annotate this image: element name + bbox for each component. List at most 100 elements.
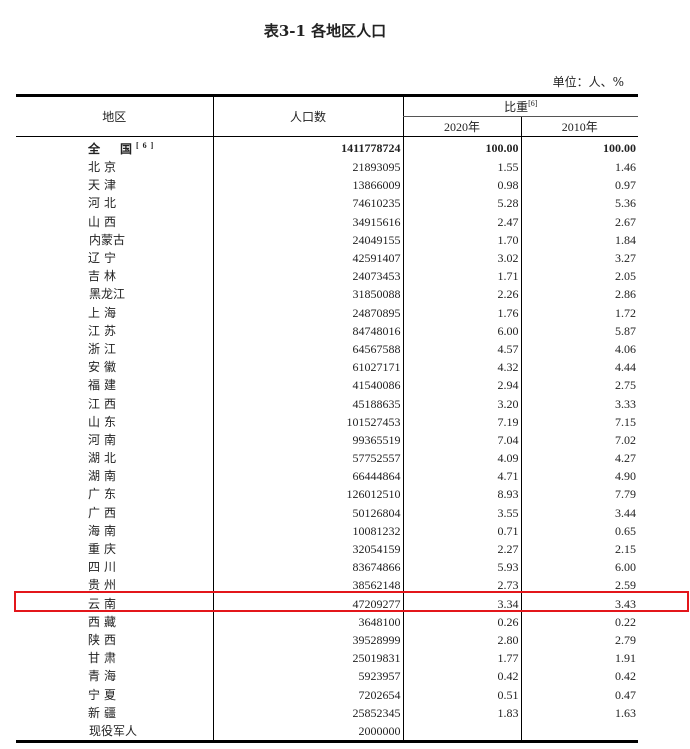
table-row: 陕西 39528999 2.80 2.79 — [16, 630, 638, 650]
header-share-label: 比重 — [504, 100, 529, 114]
header-2020: 2020年 — [402, 116, 521, 137]
share-2020-value — [402, 721, 521, 743]
population-value: 25852345 — [212, 703, 403, 722]
share-2020-value: 5.93 — [402, 558, 521, 577]
share-2020-value: 2.80 — [402, 630, 521, 650]
region-name: 山西 — [88, 214, 121, 229]
table-row-highlighted: 云南 47209277 3.34 3.43 — [16, 594, 638, 613]
table-row: 广东 126012510 8.93 7.79 — [16, 485, 638, 504]
table-row: 贵州 38562148 2.73 2.59 — [16, 576, 638, 595]
share-2010-value: 0.65 — [520, 521, 638, 540]
region-name: 上海 — [88, 305, 121, 320]
population-value: 13866009 — [212, 176, 403, 195]
share-2010-value: 0.47 — [520, 685, 638, 704]
table-row: 四川 83674866 5.93 6.00 — [16, 558, 638, 577]
share-2020-value: 4.57 — [402, 339, 521, 359]
population-value: 61027171 — [212, 358, 403, 377]
population-value: 83674866 — [212, 558, 403, 577]
table-row-total: 全 国[6] 1411778724 100.00 100.00 — [16, 136, 638, 159]
share-2020-value: 1.70 — [402, 230, 521, 249]
population-value: 24073453 — [212, 267, 403, 286]
population-value: 99365519 — [212, 430, 403, 449]
table-row: 安徽 61027171 4.32 4.44 — [16, 358, 638, 377]
share-2020-value: 1.83 — [402, 703, 521, 722]
region-name: 河南 — [88, 432, 121, 447]
share-2020-value: 7.19 — [402, 412, 521, 431]
region-name: 四川 — [88, 560, 121, 575]
share-2020-value: 1.55 — [402, 158, 521, 177]
share-2010-value: 3.44 — [520, 503, 638, 522]
share-2020-value: 3.34 — [402, 594, 521, 613]
share-2020-value: 4.32 — [402, 358, 521, 377]
share-2010-value: 2.86 — [520, 285, 638, 304]
table-title: 表3-1 各地区人口 — [263, 22, 387, 40]
share-2010-value: 3.33 — [520, 394, 638, 413]
share-2020-value: 2.26 — [402, 285, 521, 304]
share-2010-value: 7.02 — [520, 430, 638, 449]
region-name: 甘肃 — [88, 651, 121, 666]
share-2020-value: 2.47 — [402, 212, 521, 231]
table-row: 西藏 3648100 0.26 0.22 — [16, 612, 638, 631]
population-value: 34915616 — [212, 212, 403, 231]
table-row: 山西 34915616 2.47 2.67 — [16, 212, 638, 231]
region-name: 重庆 — [88, 542, 121, 557]
share-2010-value: 5.87 — [520, 321, 638, 340]
population-value: 5923957 — [212, 667, 403, 686]
table-row: 甘肃 25019831 1.77 1.91 — [16, 649, 638, 668]
table-row: 辽宁 42591407 3.02 3.27 — [16, 248, 638, 268]
table-row: 湖北 57752557 4.09 4.27 — [16, 449, 638, 468]
region-name: 新疆 — [88, 705, 121, 720]
share-2020-value: 5.28 — [402, 194, 521, 213]
region-name-text: 全 国 — [88, 142, 137, 156]
region-name: 江苏 — [88, 323, 121, 338]
table-row: 内蒙古 24049155 1.70 1.84 — [16, 230, 638, 249]
population-value: 24870895 — [212, 303, 403, 322]
share-2010-value: 2.79 — [520, 630, 638, 650]
table-row: 广西 50126804 3.55 3.44 — [16, 503, 638, 522]
region-name: 湖南 — [88, 469, 121, 484]
population-value: 101527453 — [212, 412, 403, 431]
population-value: 25019831 — [212, 649, 403, 668]
share-2010-value: 3.43 — [520, 594, 638, 613]
share-2010-value: 0.97 — [520, 176, 638, 195]
share-2020-value: 0.98 — [402, 176, 521, 195]
table-row: 湖南 66444864 4.71 4.90 — [16, 467, 638, 486]
region-name: 湖北 — [88, 451, 121, 466]
share-2020-value: 3.02 — [402, 248, 521, 268]
header-share: 比重[6] — [402, 94, 638, 117]
table-row: 现役军人 2000000 — [16, 721, 638, 743]
population-value: 1411778724 — [212, 136, 403, 158]
share-2020-value: 0.26 — [402, 612, 521, 631]
table-row: 宁夏 7202654 0.51 0.47 — [16, 685, 638, 704]
table-row: 青海 5923957 0.42 0.42 — [16, 667, 638, 686]
region-name: 全 国[6] — [16, 137, 213, 159]
region-name: 贵州 — [88, 578, 121, 593]
region-name: 陕西 — [88, 632, 121, 647]
table-row: 北京 21893095 1.55 1.46 — [16, 158, 638, 177]
population-value: 31850088 — [212, 285, 403, 304]
population-table: 地区 人口数 比重[6] 2020年 2010年 全 国[6] 14117787… — [16, 94, 638, 743]
share-2010-value: 7.15 — [520, 412, 638, 431]
region-name: 天津 — [88, 178, 121, 193]
share-2010-value: 2.67 — [520, 212, 638, 231]
share-2020-value: 1.76 — [402, 303, 521, 322]
share-2010-value: 4.90 — [520, 467, 638, 486]
share-2010-value: 1.84 — [520, 230, 638, 249]
share-2020-value: 100.00 — [402, 136, 521, 158]
region-name: 广东 — [88, 487, 121, 502]
share-2010-value: 4.27 — [520, 449, 638, 468]
share-2010-value: 4.44 — [520, 358, 638, 377]
population-value: 84748016 — [212, 321, 403, 340]
region-name: 宁夏 — [88, 687, 121, 702]
table-row: 山东 101527453 7.19 7.15 — [16, 412, 638, 431]
share-2020-value: 1.77 — [402, 649, 521, 668]
region-name: 山东 — [88, 414, 121, 429]
region-name: 海南 — [88, 523, 121, 538]
footnote-ref: [6] — [528, 99, 538, 108]
table-row: 河北 74610235 5.28 5.36 — [16, 194, 638, 213]
table-row: 重庆 32054159 2.27 2.15 — [16, 539, 638, 559]
table-row: 黑龙江 31850088 2.26 2.86 — [16, 285, 638, 304]
footnote-ref: [6] — [136, 141, 158, 150]
share-2020-value: 2.94 — [402, 376, 521, 395]
share-2010-value: 2.75 — [520, 376, 638, 395]
